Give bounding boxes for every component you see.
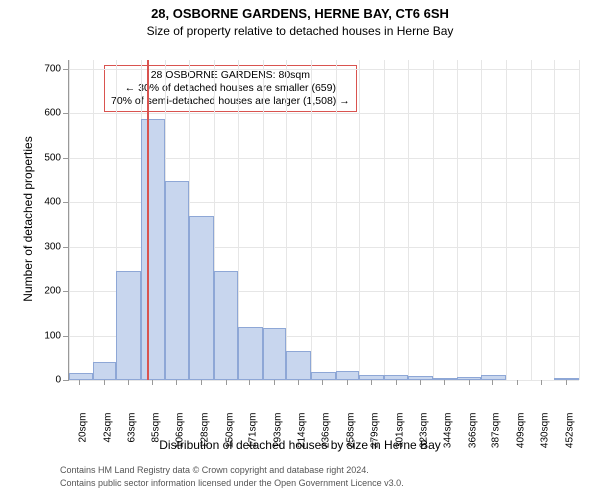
xtick-label: 128sqm [199, 413, 210, 463]
gridline-v [506, 60, 507, 380]
xtick-label: 387sqm [491, 413, 502, 463]
gridline-v [433, 60, 434, 380]
gridline-v [336, 60, 337, 380]
xtick-label: 323sqm [419, 413, 430, 463]
plot-area: 28 OSBORNE GARDENS: 80sqm ← 30% of detac… [68, 60, 579, 381]
xtick-mark [104, 380, 105, 385]
ytick-mark [63, 380, 68, 381]
xtick-mark [444, 380, 445, 385]
histogram-bar [433, 378, 458, 380]
xtick-mark [274, 380, 275, 385]
xtick-label: 236sqm [321, 413, 332, 463]
xtick-label: 279sqm [369, 413, 380, 463]
histogram-bar [141, 119, 165, 380]
xtick-mark [469, 380, 470, 385]
gridline-h [69, 113, 579, 114]
gridline-v [286, 60, 287, 380]
histogram-bar [214, 271, 238, 380]
ytick-label: 0 [33, 375, 61, 386]
xtick-label: 430sqm [539, 413, 550, 463]
ytick-mark [63, 202, 68, 203]
histogram-bar [286, 351, 311, 380]
xtick-mark [201, 380, 202, 385]
ytick-label: 200 [33, 286, 61, 297]
gridline-v [579, 60, 580, 380]
ytick-label: 500 [33, 152, 61, 163]
ytick-mark [63, 247, 68, 248]
chart-subtitle: Size of property relative to detached ho… [0, 24, 600, 38]
xtick-mark [79, 380, 80, 385]
xtick-mark [566, 380, 567, 385]
histogram-bar [481, 375, 506, 380]
histogram-bar [189, 216, 214, 380]
histogram-bar [116, 271, 141, 380]
ytick-label: 600 [33, 108, 61, 119]
xtick-mark [298, 380, 299, 385]
gridline-v [554, 60, 555, 380]
gridline-v [93, 60, 94, 380]
histogram-bar [165, 181, 190, 380]
xtick-label: 214sqm [296, 413, 307, 463]
subject-marker-line [147, 60, 149, 380]
gridline-v [359, 60, 360, 380]
xtick-label: 409sqm [516, 413, 527, 463]
gridline-v [69, 60, 70, 380]
gridline-v [457, 60, 458, 380]
histogram-bar [336, 371, 360, 380]
ytick-label: 100 [33, 330, 61, 341]
xtick-label: 171sqm [248, 413, 259, 463]
ytick-mark [63, 158, 68, 159]
chart-title: 28, OSBORNE GARDENS, HERNE BAY, CT6 6SH [0, 6, 600, 21]
footer-line-2: Contains public sector information licen… [60, 478, 404, 488]
xtick-label: 366sqm [467, 413, 478, 463]
xtick-label: 193sqm [273, 413, 284, 463]
xtick-mark [420, 380, 421, 385]
gridline-v [481, 60, 482, 380]
xtick-mark [176, 380, 177, 385]
gridline-h [69, 380, 579, 381]
xtick-mark [249, 380, 250, 385]
gridline-v [384, 60, 385, 380]
ytick-label: 300 [33, 241, 61, 252]
xtick-label: 150sqm [224, 413, 235, 463]
xtick-mark [322, 380, 323, 385]
xtick-label: 344sqm [443, 413, 454, 463]
gridline-v [311, 60, 312, 380]
xtick-mark [128, 380, 129, 385]
xtick-label: 301sqm [394, 413, 405, 463]
xtick-label: 452sqm [564, 413, 575, 463]
chart-container: { "title": "28, OSBORNE GARDENS, HERNE B… [0, 0, 600, 500]
xtick-mark [371, 380, 372, 385]
xtick-mark [541, 380, 542, 385]
histogram-bar [238, 327, 263, 380]
gridline-h [69, 69, 579, 70]
gridline-v [531, 60, 532, 380]
xtick-label: 106sqm [175, 413, 186, 463]
xtick-mark [347, 380, 348, 385]
xtick-label: 63sqm [126, 413, 137, 463]
histogram-bar [93, 362, 117, 380]
xtick-label: 42sqm [103, 413, 114, 463]
ytick-label: 400 [33, 197, 61, 208]
ytick-mark [63, 69, 68, 70]
gridline-v [408, 60, 409, 380]
xtick-mark [492, 380, 493, 385]
footer-line-1: Contains HM Land Registry data © Crown c… [60, 465, 369, 475]
ytick-mark [63, 291, 68, 292]
xtick-mark [226, 380, 227, 385]
xtick-mark [152, 380, 153, 385]
ytick-label: 700 [33, 63, 61, 74]
xtick-label: 85sqm [151, 413, 162, 463]
xtick-mark [396, 380, 397, 385]
xtick-label: 258sqm [346, 413, 357, 463]
xtick-mark [517, 380, 518, 385]
histogram-bar [263, 328, 287, 380]
histogram-bar [311, 372, 336, 380]
ytick-mark [63, 113, 68, 114]
ytick-mark [63, 336, 68, 337]
xtick-label: 20sqm [78, 413, 89, 463]
histogram-bar [69, 373, 93, 380]
